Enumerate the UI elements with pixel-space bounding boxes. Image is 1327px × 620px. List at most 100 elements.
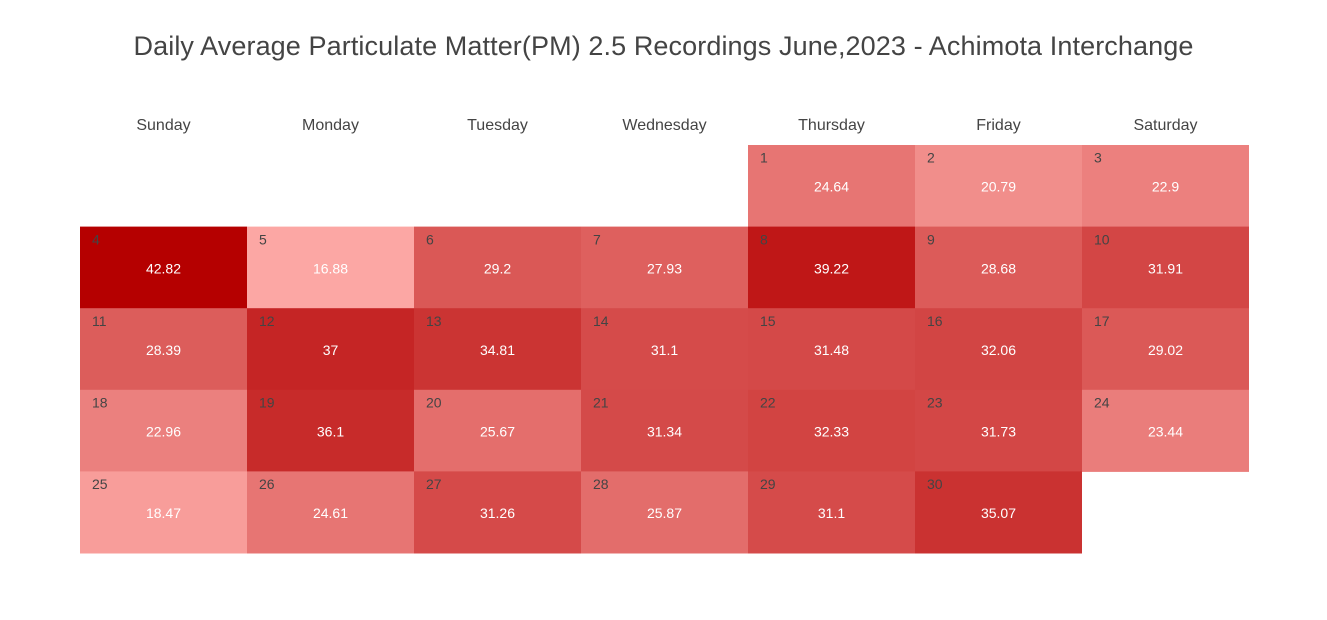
day-cell-fill [748, 471, 915, 554]
day-number-label: 14 [593, 313, 609, 329]
day-value-label: 18.47 [146, 505, 181, 521]
day-cell-fill [581, 471, 748, 554]
day-value-label: 32.33 [814, 424, 849, 440]
day-value-label: 25.87 [647, 505, 682, 521]
day-cell-fill [915, 226, 1082, 309]
day-cell-3: 322.9 [1082, 145, 1249, 228]
day-cell-8: 839.22 [748, 226, 915, 309]
day-cell-fill [80, 226, 247, 309]
day-number-label: 4 [92, 231, 100, 247]
day-number-label: 18 [92, 395, 108, 411]
day-cell-fill [915, 471, 1082, 554]
day-value-label: 28.39 [146, 342, 181, 358]
day-value-label: 22.96 [146, 424, 181, 440]
day-cell-fill [247, 389, 414, 472]
day-number-label: 15 [760, 313, 776, 329]
day-value-label: 28.68 [981, 260, 1016, 276]
day-cell-fill [1082, 308, 1249, 391]
day-cell-fill [414, 389, 581, 472]
day-number-label: 27 [426, 476, 442, 492]
day-cell-fill [1082, 389, 1249, 472]
day-value-label: 31.91 [1148, 260, 1183, 276]
day-cell-fill [80, 308, 247, 391]
day-cell-15: 15 31.48 [748, 308, 915, 391]
day-value-label: 36.1 [317, 424, 344, 440]
day-cell-4: 442.82 [80, 226, 247, 309]
day-cell-fill [80, 389, 247, 472]
day-cell-29: 29 31.1 [748, 471, 915, 554]
day-number-label: 24 [1094, 395, 1110, 411]
day-cell-fill [915, 308, 1082, 391]
day-number-label: 20 [426, 395, 442, 411]
weekday-label-thursday: Thursday [798, 117, 865, 134]
day-cell-fill [247, 308, 414, 391]
day-value-label: 25.67 [480, 424, 515, 440]
chart-title: Daily Average Particulate Matter(PM) 2.5… [133, 31, 1194, 61]
day-number-label: 3 [1094, 150, 1102, 166]
day-number-label: 1 [760, 150, 768, 166]
day-value-label: 20.79 [981, 179, 1016, 195]
day-cell-1: 124.64 [748, 145, 915, 228]
day-cell-fill [748, 226, 915, 309]
day-cell-6: 629.2 [414, 226, 581, 309]
day-value-label: 31.48 [814, 342, 849, 358]
day-cell-28: 28 25.87 [581, 471, 748, 554]
day-value-label: 22.9 [1152, 179, 1179, 195]
day-cell-21: 21 31.34 [581, 389, 748, 472]
day-cell-19: 19 36.1 [247, 389, 414, 472]
day-cell-fill [748, 308, 915, 391]
day-number-label: 2 [927, 150, 935, 166]
day-cell-fill [915, 145, 1082, 228]
day-number-label: 30 [927, 476, 943, 492]
day-number-label: 6 [426, 231, 434, 247]
day-number-label: 8 [760, 231, 768, 247]
day-value-label: 16.88 [313, 260, 348, 276]
day-cell-fill [581, 226, 748, 309]
day-cell-fill [748, 389, 915, 472]
day-value-label: 31.1 [651, 342, 678, 358]
day-cell-13: 13 34.81 [414, 308, 581, 391]
day-number-label: 23 [927, 395, 943, 411]
day-cell-24: 24 23.44 [1082, 389, 1249, 472]
day-cell-fill [1082, 145, 1249, 228]
day-cell-9: 928.68 [915, 226, 1082, 309]
day-value-label: 42.82 [146, 260, 181, 276]
day-cell-14: 14 31.1 [581, 308, 748, 391]
day-number-label: 29 [760, 476, 776, 492]
day-number-label: 25 [92, 476, 108, 492]
day-cell-25: 25 18.47 [80, 471, 247, 554]
day-cell-2: 220.79 [915, 145, 1082, 228]
day-value-label: 29.2 [484, 260, 511, 276]
day-number-label: 11 [92, 313, 107, 329]
day-value-label: 31.34 [647, 424, 682, 440]
day-number-label: 12 [259, 313, 275, 329]
weekday-label-saturday: Saturday [1133, 117, 1197, 134]
day-cell-11: 11 28.39 [80, 308, 247, 391]
day-value-label: 32.06 [981, 342, 1016, 358]
day-number-label: 19 [259, 395, 275, 411]
day-number-label: 26 [259, 476, 275, 492]
day-cell-fill [80, 471, 247, 554]
day-cell-fill [581, 389, 748, 472]
day-cell-fill [414, 308, 581, 391]
day-cell-27: 27 31.26 [414, 471, 581, 554]
day-cell-17: 17 29.02 [1082, 308, 1249, 391]
day-value-label: 35.07 [981, 505, 1016, 521]
weekday-label-monday: Monday [302, 117, 359, 134]
day-cell-16: 16 32.06 [915, 308, 1082, 391]
day-cell-12: 12 37 [247, 308, 414, 391]
day-cell-18: 18 22.96 [80, 389, 247, 472]
day-value-label: 39.22 [814, 260, 849, 276]
weekday-label-sunday: Sunday [136, 117, 190, 134]
day-cell-fill [748, 145, 915, 228]
day-number-label: 5 [259, 231, 267, 247]
day-value-label: 31.1 [818, 505, 845, 521]
day-cell-20: 20 25.67 [414, 389, 581, 472]
day-number-label: 7 [593, 231, 601, 247]
weekday-header-row: Sunday Monday Tuesday Wednesday Thursday Frid… [136, 117, 1197, 134]
day-cell-fill [915, 389, 1082, 472]
day-number-label: 10 [1094, 231, 1110, 247]
day-cells-grid: 124.64220.79322.9442.82516.88629.2727.93… [80, 145, 1249, 554]
